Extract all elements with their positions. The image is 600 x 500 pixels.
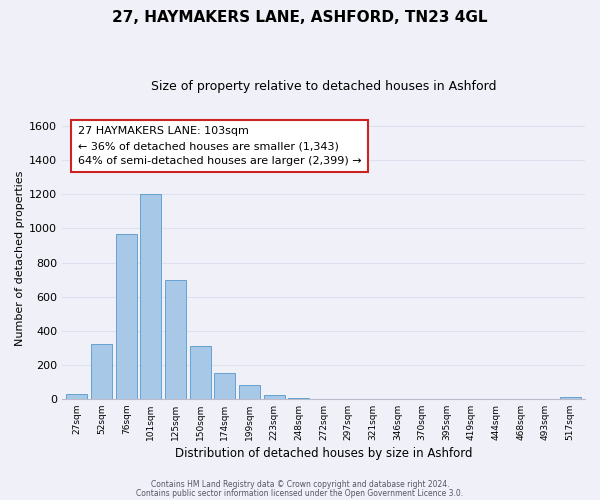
- Bar: [239, 385, 260, 399]
- Bar: [289, 398, 310, 399]
- Bar: [560, 397, 581, 399]
- Bar: [165, 280, 186, 399]
- Text: Contains HM Land Registry data © Crown copyright and database right 2024.: Contains HM Land Registry data © Crown c…: [151, 480, 449, 489]
- Title: Size of property relative to detached houses in Ashford: Size of property relative to detached ho…: [151, 80, 496, 93]
- Text: Contains public sector information licensed under the Open Government Licence 3.: Contains public sector information licen…: [136, 488, 464, 498]
- Bar: [116, 234, 137, 399]
- Bar: [91, 344, 112, 399]
- Bar: [140, 194, 161, 399]
- Text: 27 HAYMAKERS LANE: 103sqm
← 36% of detached houses are smaller (1,343)
64% of se: 27 HAYMAKERS LANE: 103sqm ← 36% of detac…: [78, 126, 361, 166]
- Bar: [214, 374, 235, 399]
- Y-axis label: Number of detached properties: Number of detached properties: [15, 170, 25, 346]
- Bar: [190, 346, 211, 399]
- Text: 27, HAYMAKERS LANE, ASHFORD, TN23 4GL: 27, HAYMAKERS LANE, ASHFORD, TN23 4GL: [112, 10, 488, 25]
- X-axis label: Distribution of detached houses by size in Ashford: Distribution of detached houses by size …: [175, 447, 472, 460]
- Bar: [264, 394, 285, 399]
- Bar: [67, 394, 88, 399]
